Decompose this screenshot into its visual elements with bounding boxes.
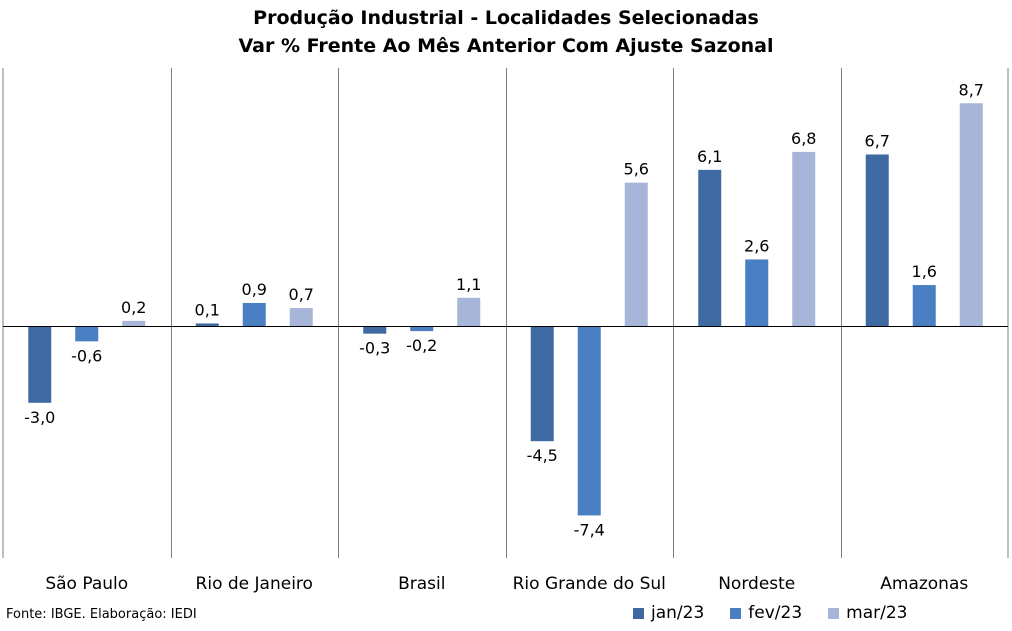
bar (289, 308, 313, 326)
data-label: 5,6 (624, 160, 649, 179)
legend-swatch-jan (633, 607, 644, 619)
x-tick-label: Rio de Janeiro (196, 574, 313, 594)
data-label: 0,2 (121, 298, 146, 317)
data-label: -0,3 (359, 339, 390, 358)
bar (912, 285, 936, 326)
legend-label-mar: mar/23 (846, 603, 908, 623)
data-label: -3,0 (24, 408, 55, 427)
data-label: -0,2 (406, 336, 437, 355)
bar (792, 151, 816, 326)
data-label: 1,1 (456, 275, 481, 294)
bar (457, 297, 481, 326)
data-label: 0,9 (242, 280, 267, 299)
legend-label-fev: fev/23 (748, 603, 803, 623)
data-label: 2,6 (744, 236, 769, 255)
data-label: 0,7 (289, 285, 314, 304)
legend-item-jan: jan/23 (633, 603, 704, 623)
bar (195, 323, 219, 326)
data-label: -7,4 (574, 520, 605, 539)
legend-item-mar: mar/23 (828, 603, 907, 623)
data-label: 6,7 (865, 131, 890, 150)
chart-title: Produção Industrial - Localidades Seleci… (253, 7, 759, 29)
data-label: -0,6 (71, 346, 102, 365)
data-label: 0,1 (195, 300, 220, 319)
data-label: 6,1 (697, 147, 722, 166)
source-note: Fonte: IBGE. Elaboração: IEDI (6, 607, 197, 622)
data-label: 8,7 (959, 80, 984, 99)
bar (745, 259, 769, 326)
bar (624, 182, 648, 326)
x-tick-label: Nordeste (718, 574, 795, 594)
bar (410, 326, 434, 332)
x-tick-label: Amazonas (880, 574, 968, 594)
legend-label-jan: jan/23 (651, 603, 705, 623)
bar (122, 320, 146, 326)
legend-swatch-fev (730, 607, 742, 619)
legend: jan/23 fev/23 mar/23 (633, 601, 933, 625)
legend-swatch-mar (828, 607, 840, 619)
bar (242, 302, 266, 326)
bar (865, 154, 889, 326)
x-tick-label: São Paulo (45, 574, 128, 594)
chart-subtitle: Var % Frente Ao Mês Anterior Com Ajuste … (238, 35, 774, 57)
data-label: 6,8 (791, 129, 816, 148)
bar (959, 103, 983, 326)
legend-item-fev: fev/23 (730, 603, 802, 623)
x-tick-label: Brasil (398, 574, 445, 594)
bar (75, 326, 99, 342)
bar (363, 326, 387, 334)
data-label: -4,5 (527, 446, 558, 465)
bar (698, 169, 722, 326)
bar (577, 326, 601, 516)
data-label: 1,6 (912, 262, 937, 281)
x-tick-label: Rio Grande do Sul (513, 574, 666, 594)
bar (530, 326, 554, 442)
bar (28, 326, 52, 403)
